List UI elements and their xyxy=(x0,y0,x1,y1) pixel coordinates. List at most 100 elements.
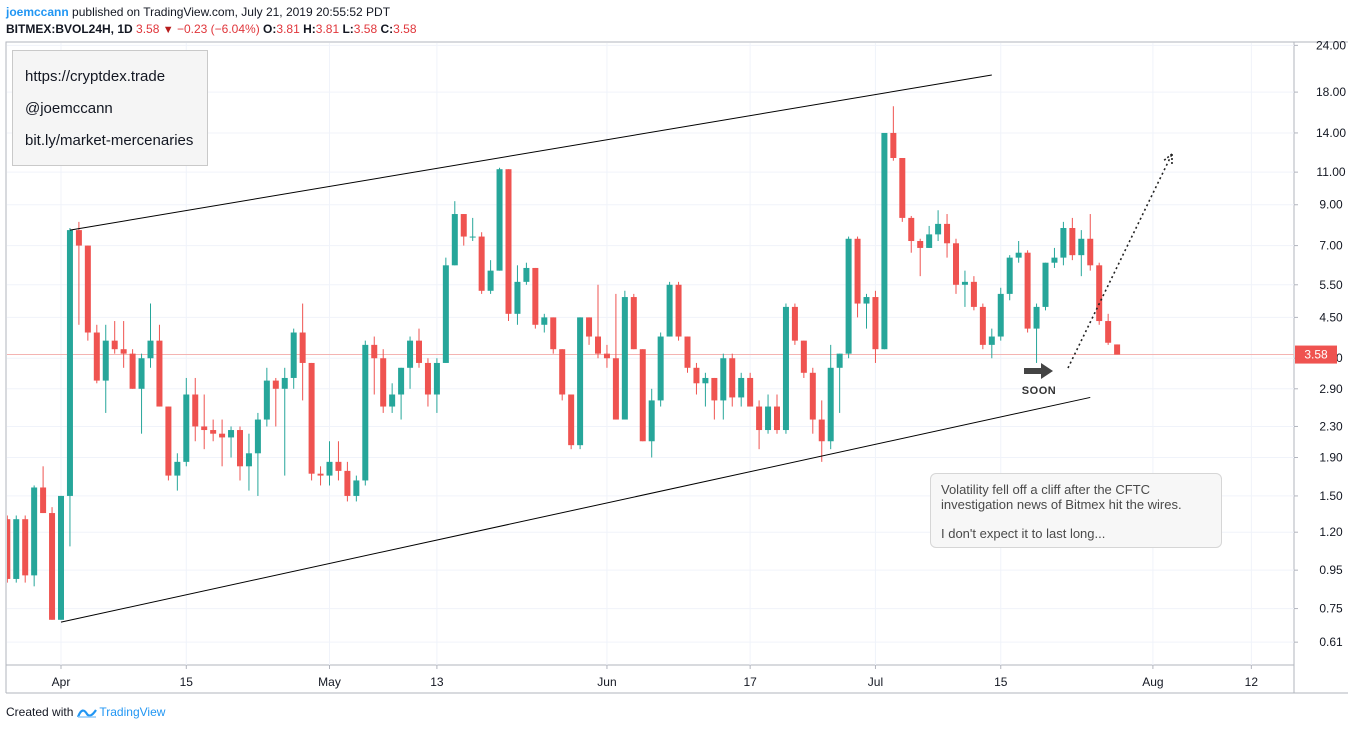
candle-body[interactable] xyxy=(362,344,369,481)
candle-body[interactable] xyxy=(899,157,906,218)
candle-body[interactable] xyxy=(774,406,780,431)
upper-channel-trendline[interactable] xyxy=(69,74,992,231)
candle-body[interactable] xyxy=(201,426,208,431)
candle-body[interactable] xyxy=(953,243,959,285)
candle-body[interactable] xyxy=(1096,265,1103,322)
candle-body[interactable] xyxy=(648,400,655,442)
candle-body[interactable] xyxy=(800,340,807,373)
candle-body[interactable] xyxy=(228,430,235,438)
candle-body[interactable] xyxy=(389,394,396,407)
candle-body[interactable] xyxy=(496,169,503,271)
annotation-callout[interactable]: Volatility fell off a cliff after the CF… xyxy=(930,473,1222,548)
candle-body[interactable] xyxy=(326,461,333,476)
candle-body[interactable] xyxy=(469,236,476,238)
candle-body[interactable] xyxy=(442,265,449,363)
candle-body[interactable] xyxy=(577,317,584,446)
soon-marker[interactable]: SOON xyxy=(1016,362,1062,397)
candle-body[interactable] xyxy=(890,132,897,158)
candle-body[interactable] xyxy=(111,340,118,350)
candle-body[interactable] xyxy=(1060,228,1067,258)
candle-body[interactable] xyxy=(657,336,664,401)
candle-body[interactable] xyxy=(416,340,422,363)
candle-body[interactable] xyxy=(809,372,816,420)
candle-body[interactable] xyxy=(147,340,154,359)
candle-body[interactable] xyxy=(961,281,968,285)
candle-body[interactable] xyxy=(926,234,933,248)
candle-body[interactable] xyxy=(219,433,226,438)
candle-body[interactable] xyxy=(460,214,467,237)
candle-body[interactable] xyxy=(711,377,718,401)
candle-body[interactable] xyxy=(398,367,405,395)
candle-body[interactable] xyxy=(827,367,834,442)
candle-body[interactable] xyxy=(487,270,494,291)
candle-body[interactable] xyxy=(693,367,700,384)
candle-body[interactable] xyxy=(371,344,378,359)
candle-body[interactable] xyxy=(765,406,772,431)
candle-body[interactable] xyxy=(738,377,745,398)
candle-body[interactable] xyxy=(478,236,485,291)
candle-body[interactable] xyxy=(845,238,852,354)
candle-body[interactable] xyxy=(603,353,610,359)
candle-body[interactable] xyxy=(281,377,288,389)
candle-body[interactable] xyxy=(791,306,798,341)
candle-body[interactable] xyxy=(22,519,29,576)
candle-body[interactable] xyxy=(272,380,279,389)
candle-body[interactable] xyxy=(335,461,342,471)
author-link[interactable]: joemccann xyxy=(6,5,69,19)
candle-body[interactable] xyxy=(666,284,673,337)
candle-body[interactable] xyxy=(756,406,763,431)
candle-body[interactable] xyxy=(935,223,942,235)
candle-body[interactable] xyxy=(49,513,56,620)
candle-body[interactable] xyxy=(612,358,619,420)
candle-body[interactable] xyxy=(353,480,360,496)
candle-body[interactable] xyxy=(729,358,736,398)
candle-body[interactable] xyxy=(639,349,646,442)
candle-body[interactable] xyxy=(93,332,100,381)
candle-body[interactable] xyxy=(40,487,47,514)
candle-body[interactable] xyxy=(997,293,1004,337)
candle-body[interactable] xyxy=(944,223,951,244)
candle-body[interactable] xyxy=(1078,238,1085,256)
candle-body[interactable] xyxy=(863,297,870,304)
candle-body[interactable] xyxy=(1015,252,1022,258)
candle-body[interactable] xyxy=(317,473,324,476)
candle-body[interactable] xyxy=(854,238,861,304)
candle-body[interactable] xyxy=(675,284,682,337)
candle-body[interactable] xyxy=(747,377,754,407)
candle-body[interactable] xyxy=(174,461,181,476)
candle-body[interactable] xyxy=(1033,306,1040,329)
candle-body[interactable] xyxy=(782,306,789,431)
candle-body[interactable] xyxy=(1069,228,1076,256)
candle-body[interactable] xyxy=(407,340,414,368)
candle-body[interactable] xyxy=(1087,238,1094,266)
candle-body[interactable] xyxy=(595,336,601,354)
candle-body[interactable] xyxy=(1051,257,1058,263)
candle-body[interactable] xyxy=(979,306,986,345)
candle-body[interactable] xyxy=(970,281,977,307)
candle-body[interactable] xyxy=(532,267,539,325)
candle-body[interactable] xyxy=(165,406,172,476)
candle-body[interactable] xyxy=(237,430,243,467)
candle-body[interactable] xyxy=(66,230,73,496)
candle-body[interactable] xyxy=(702,377,709,384)
candle-body[interactable] xyxy=(881,132,888,350)
candle-body[interactable] xyxy=(102,340,109,381)
candle-body[interactable] xyxy=(13,519,20,579)
candle-body[interactable] xyxy=(917,241,924,248)
footer-brand-link[interactable]: TradingView xyxy=(99,705,166,719)
candle-body[interactable] xyxy=(290,332,297,378)
candle-body[interactable] xyxy=(550,317,557,350)
candle-body[interactable] xyxy=(586,317,593,337)
candle-body[interactable] xyxy=(192,394,199,427)
candle-body[interactable] xyxy=(120,349,127,354)
candle-body[interactable] xyxy=(433,362,440,395)
candle-body[interactable] xyxy=(1042,262,1049,307)
candle-body[interactable] xyxy=(263,380,270,420)
candle-body[interactable] xyxy=(523,267,530,282)
candle-body[interactable] xyxy=(988,336,995,345)
candle-body[interactable] xyxy=(299,332,306,363)
candle-body[interactable] xyxy=(254,419,261,454)
candle-body[interactable] xyxy=(4,519,11,579)
candle-body[interactable] xyxy=(541,317,548,325)
